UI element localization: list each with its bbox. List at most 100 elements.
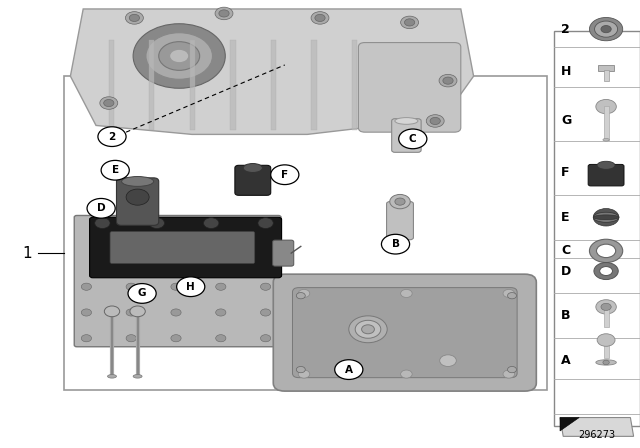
Circle shape [589, 17, 623, 41]
Bar [598, 65, 614, 71]
Text: G: G [561, 114, 572, 128]
Circle shape [81, 283, 92, 290]
Circle shape [401, 16, 419, 29]
Bar [271, 40, 276, 130]
Circle shape [349, 316, 387, 343]
Circle shape [171, 309, 181, 316]
Circle shape [589, 239, 623, 263]
Circle shape [381, 234, 410, 254]
Bar [604, 70, 609, 81]
Circle shape [440, 355, 456, 366]
Circle shape [401, 289, 412, 297]
Circle shape [508, 366, 516, 373]
Circle shape [104, 306, 120, 317]
Text: E: E [561, 211, 570, 224]
Ellipse shape [243, 164, 262, 172]
Circle shape [216, 309, 226, 316]
FancyBboxPatch shape [273, 240, 294, 266]
Ellipse shape [597, 161, 615, 169]
Circle shape [601, 303, 611, 310]
FancyBboxPatch shape [235, 165, 271, 195]
Circle shape [296, 293, 305, 299]
Circle shape [601, 26, 611, 33]
FancyBboxPatch shape [392, 119, 421, 152]
Bar [190, 40, 195, 130]
Bar [312, 40, 317, 130]
Text: F: F [281, 170, 289, 180]
Circle shape [404, 19, 415, 26]
Text: 1: 1 [22, 246, 32, 261]
Circle shape [95, 218, 110, 228]
Text: C: C [561, 244, 570, 258]
Polygon shape [560, 418, 634, 436]
Circle shape [170, 49, 189, 63]
Text: 2: 2 [561, 22, 570, 36]
Circle shape [216, 283, 226, 290]
Circle shape [177, 277, 205, 297]
Circle shape [260, 283, 271, 290]
Bar [230, 40, 236, 130]
FancyBboxPatch shape [116, 178, 159, 225]
Circle shape [81, 335, 92, 342]
Circle shape [508, 293, 516, 299]
Text: D: D [561, 264, 572, 278]
Text: H: H [561, 65, 572, 78]
Circle shape [597, 334, 615, 346]
Circle shape [335, 360, 363, 379]
Text: D: D [97, 203, 106, 213]
Circle shape [219, 10, 229, 17]
Circle shape [104, 99, 114, 107]
Circle shape [439, 74, 457, 87]
Circle shape [390, 194, 410, 209]
Text: 2: 2 [108, 132, 116, 142]
Circle shape [149, 218, 164, 228]
FancyBboxPatch shape [358, 43, 461, 132]
Circle shape [603, 360, 609, 365]
Circle shape [159, 42, 200, 70]
Circle shape [298, 289, 310, 297]
Bar [554, 31, 640, 426]
Circle shape [126, 335, 136, 342]
Circle shape [311, 12, 329, 24]
Ellipse shape [108, 375, 116, 378]
Circle shape [258, 218, 273, 228]
Circle shape [215, 7, 233, 20]
FancyBboxPatch shape [90, 217, 282, 278]
Circle shape [171, 283, 181, 290]
Circle shape [503, 370, 515, 378]
Text: A: A [345, 365, 353, 375]
Circle shape [600, 267, 612, 276]
Circle shape [296, 366, 305, 373]
Circle shape [133, 24, 225, 88]
Text: F: F [561, 166, 570, 179]
Ellipse shape [593, 209, 619, 226]
Ellipse shape [596, 360, 616, 365]
Ellipse shape [133, 375, 142, 378]
Circle shape [216, 335, 226, 342]
Circle shape [395, 198, 405, 205]
Circle shape [401, 370, 412, 378]
Circle shape [260, 309, 271, 316]
Circle shape [595, 21, 618, 37]
Text: C: C [409, 134, 417, 144]
Ellipse shape [593, 212, 619, 222]
Bar [604, 340, 609, 358]
Text: H: H [186, 282, 195, 292]
Circle shape [271, 165, 299, 185]
Bar [149, 40, 154, 130]
Circle shape [362, 325, 374, 334]
FancyBboxPatch shape [588, 164, 624, 186]
Circle shape [130, 306, 145, 317]
Bar [64, 76, 547, 390]
Text: G: G [138, 289, 147, 298]
Circle shape [596, 300, 616, 314]
Text: B: B [392, 239, 399, 249]
Text: E: E [111, 165, 119, 175]
FancyBboxPatch shape [110, 232, 255, 263]
Circle shape [129, 14, 140, 22]
Bar [352, 40, 357, 130]
Polygon shape [560, 418, 579, 431]
Circle shape [98, 127, 126, 146]
Circle shape [399, 129, 427, 149]
Circle shape [594, 263, 618, 280]
